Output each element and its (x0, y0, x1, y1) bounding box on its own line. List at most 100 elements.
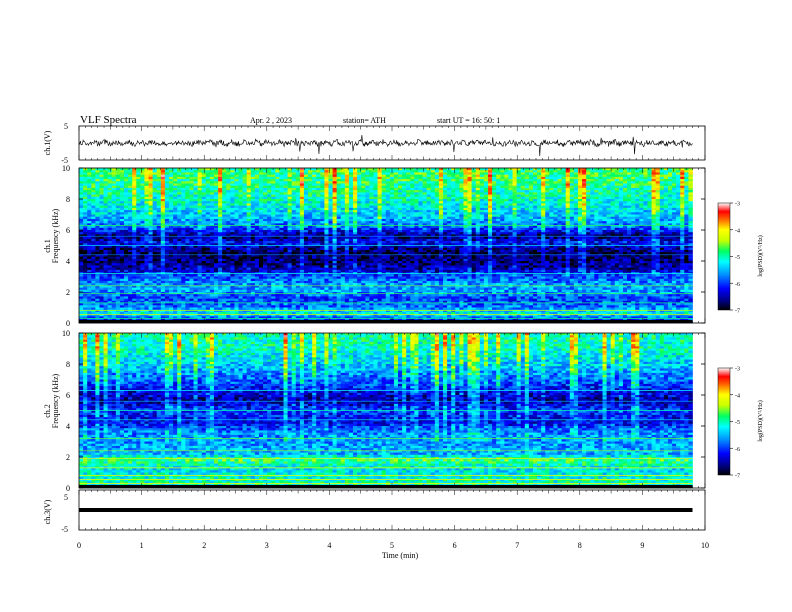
spectrogram-cell (378, 181, 382, 184)
spectrogram-cell (521, 192, 525, 195)
spectrogram-cell (292, 197, 296, 200)
spectrogram-cell (181, 177, 185, 180)
spectrogram-cell (582, 186, 586, 189)
spectrogram-cell (431, 197, 435, 200)
spectrogram-cell (684, 175, 688, 178)
spectrogram-cell (529, 188, 533, 191)
spectrogram-cell (459, 190, 463, 193)
spectrogram-cell (652, 170, 656, 173)
spectrogram-cell (194, 175, 198, 178)
spectrogram-cell (251, 170, 255, 173)
spectrogram-cell (112, 179, 116, 182)
spectrogram-cell (99, 192, 103, 195)
spectrogram-cell (210, 172, 214, 175)
spectrogram-cell (345, 197, 349, 200)
spectrogram-cell (382, 175, 386, 178)
spectrogram-cell (394, 172, 398, 175)
spectrogram-cell (357, 181, 361, 184)
spectrogram-cell (492, 190, 496, 193)
spectrogram-cell (320, 172, 324, 175)
spectrogram-cell (566, 186, 570, 189)
spectrogram-cell (529, 192, 533, 195)
spectrogram-cell (214, 188, 218, 191)
spectrogram-cell (226, 175, 230, 178)
spectrogram-cell (680, 184, 684, 187)
spectrogram-cell (271, 172, 275, 175)
spectrogram-cell (549, 197, 553, 200)
spectrogram-cell (590, 181, 594, 184)
spectrogram-cell (226, 170, 230, 173)
spectrogram-cell (463, 177, 467, 180)
spectrogram-cell (390, 179, 394, 182)
spectrogram-cell (312, 181, 316, 184)
spectrogram-cell (590, 175, 594, 178)
spectrogram-cell (173, 184, 177, 187)
spectrogram-cell (288, 186, 292, 189)
spectrogram-cell (664, 184, 668, 187)
spectrogram-cell (533, 175, 537, 178)
spectrogram-cell (128, 170, 132, 173)
spectrogram-cell (549, 192, 553, 195)
spectrogram-cell (165, 195, 169, 198)
spectrogram-cell (373, 188, 377, 191)
spectrogram-cell (202, 197, 206, 200)
spectrogram-cell (472, 170, 476, 173)
spectrogram-cell (418, 175, 422, 178)
spectrogram-cell (398, 179, 402, 182)
spectrogram-cell (402, 186, 406, 189)
spectrogram-cell (623, 175, 627, 178)
spectrogram-cell (91, 179, 95, 182)
spectrogram-cell (533, 190, 537, 193)
spectrogram-cell (406, 181, 410, 184)
spectrogram-cell (320, 177, 324, 180)
spectrogram-cell (345, 190, 349, 193)
spectrogram-cell (153, 195, 157, 198)
spectrogram-cell (185, 186, 189, 189)
spectrogram-cell (386, 197, 390, 200)
spectrogram-cell (398, 197, 402, 200)
spectrogram-cell (549, 175, 553, 178)
spectrogram-cell (328, 190, 332, 193)
spectrogram-cell (333, 181, 337, 184)
spectrogram-cell (308, 175, 312, 178)
spectrogram-cell (476, 177, 480, 180)
spectrogram-cell (279, 186, 283, 189)
spectrogram-cell (537, 177, 541, 180)
spectrogram-cell (582, 190, 586, 193)
spectrogram-cell (435, 195, 439, 198)
spectrogram-cell (525, 172, 529, 175)
spectrogram-cell (656, 184, 660, 187)
spectrogram-cell (468, 179, 472, 182)
spectrogram-cell (99, 184, 103, 187)
spectrogram-cell (324, 188, 328, 191)
spectrogram-cell (386, 188, 390, 191)
spectrogram-cell (308, 197, 312, 200)
spectrogram-cell (292, 179, 296, 182)
spectrogram-cell (234, 197, 238, 200)
spectrogram-cell (320, 175, 324, 178)
spectrogram-cell (660, 197, 664, 200)
spectrogram-cell (623, 188, 627, 191)
spectrogram-cell (382, 188, 386, 191)
spectrogram-cell (341, 190, 345, 193)
spectrogram-cell (230, 197, 234, 200)
spectrogram-cell (390, 177, 394, 180)
spectrogram-cell (639, 192, 643, 195)
spectrogram-cell (476, 195, 480, 198)
spectrogram-cell (574, 192, 578, 195)
spectrogram-cell (680, 177, 684, 180)
spectrogram-cell (189, 175, 193, 178)
spectrogram-cell (443, 190, 447, 193)
spectrogram-cell (185, 192, 189, 195)
spectrogram-cell (586, 177, 590, 180)
spectrogram-cell (447, 170, 451, 173)
spectrogram-cell (185, 195, 189, 198)
spectrogram-cell (631, 188, 635, 191)
spectrogram-cell (324, 172, 328, 175)
spectrogram-cell (132, 181, 136, 184)
spectrogram-cell (251, 184, 255, 187)
spectrogram-cell (459, 181, 463, 184)
spectrogram-cell (202, 192, 206, 195)
spectrogram-cell (423, 197, 427, 200)
spectrogram-cell (435, 188, 439, 191)
